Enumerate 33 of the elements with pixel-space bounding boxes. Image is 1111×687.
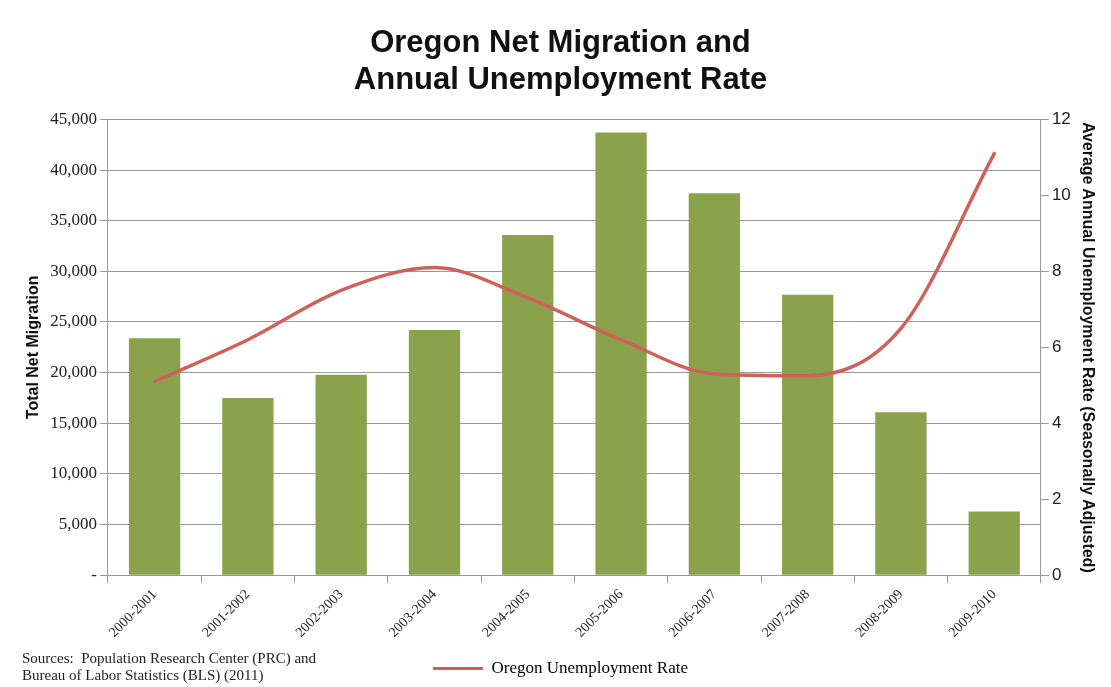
y2-tick-label: 12 <box>1051 109 1071 129</box>
bar <box>595 132 647 575</box>
bar <box>502 234 554 575</box>
line-series <box>152 151 996 384</box>
bar <box>688 193 741 575</box>
y-tick-label: 5,000 <box>58 514 97 534</box>
y2-axis-title: Average Annual Unemployment Rate (Seasonally Adjusted) <box>1079 121 1097 573</box>
bar <box>968 511 1020 575</box>
y-tick-label: 20,000 <box>50 362 97 382</box>
bar <box>782 294 834 575</box>
bar <box>315 374 367 575</box>
y-tick-label: 40,000 <box>50 159 97 179</box>
y-tick-label: 30,000 <box>50 260 97 280</box>
legend-label: Oregon Unemployment Rate <box>491 657 688 677</box>
chart-title: Oregon Net Migration and Annual Unemployment Rate <box>353 24 768 97</box>
y2-tick-label: 2 <box>1051 488 1062 508</box>
source-note: Sources: Population Research Center (PRC) and Bureau of Labor Statistics (BLS) (2011) <box>22 649 317 684</box>
y2-tick-label: 10 <box>1051 185 1071 205</box>
y2-tick-label: 0 <box>1051 564 1062 584</box>
y-tick-label: 25,000 <box>50 311 97 331</box>
bar <box>128 338 181 575</box>
y2-tick-label: 6 <box>1051 337 1062 356</box>
y-tick-label: 10,000 <box>50 463 97 483</box>
y-tick-label: - <box>91 564 98 584</box>
y-tick-label: 45,000 <box>50 108 97 128</box>
y2-tick-label: 8 <box>1051 261 1062 281</box>
bar <box>408 330 461 575</box>
y-tick-label: 15,000 <box>50 412 97 432</box>
y-axis-title: Total Net Migration <box>24 275 42 420</box>
y2-tick-label: 4 <box>1051 412 1062 432</box>
bar <box>875 412 927 575</box>
bar <box>222 397 274 575</box>
y-tick-label: 35,000 <box>50 210 97 230</box>
